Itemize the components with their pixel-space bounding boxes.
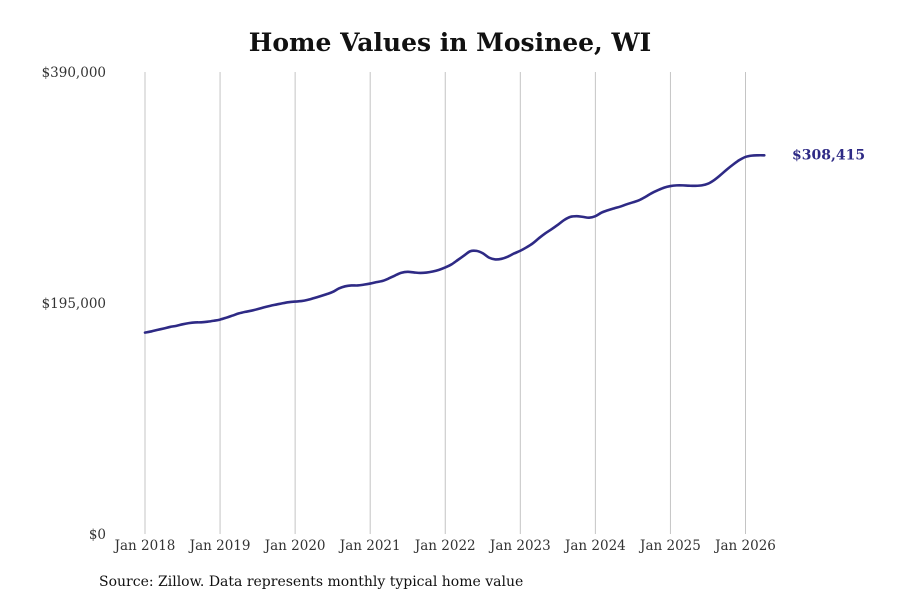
y-tick-label: $195,000	[42, 296, 106, 312]
chart-title: Home Values in Mosinee, WI	[248, 28, 652, 57]
x-tick-label: Jan 2024	[563, 538, 626, 554]
x-tick-label: Jan 2020	[263, 538, 326, 554]
x-tick-label: Jan 2025	[638, 538, 701, 554]
y-tick-label: $0	[89, 527, 106, 543]
end-value-label: $308,415	[792, 147, 865, 163]
x-tick-label: Jan 2023	[488, 538, 551, 554]
axis-ticks: Jan 2018 Jan 2019 Jan 2020 Jan 2021 Jan 2022…	[42, 65, 776, 554]
y-tick-label: $390,000	[42, 65, 106, 81]
source-note: Source: Zillow. Data represents monthly …	[99, 574, 524, 590]
series-line	[143, 153, 766, 334]
grid-lines	[144, 72, 746, 534]
x-tick-label: Jan 2021	[338, 538, 401, 554]
series-layer: $308,415	[143, 147, 865, 334]
x-tick-label: Jan 2018	[113, 538, 176, 554]
x-tick-label: Jan 2019	[188, 538, 251, 554]
x-tick-label: Jan 2022	[413, 538, 476, 554]
x-tick-label: Jan 2026	[713, 538, 776, 554]
